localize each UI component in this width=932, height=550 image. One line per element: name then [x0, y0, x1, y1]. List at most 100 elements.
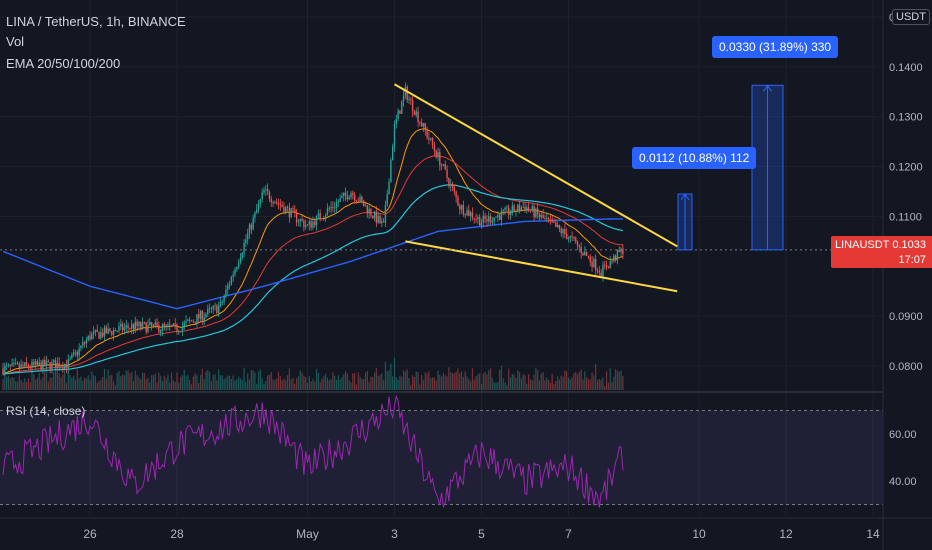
- volume-bar: [399, 375, 401, 390]
- volume-bar: [227, 375, 229, 390]
- candle: [76, 349, 79, 362]
- candle: [451, 181, 454, 192]
- candle: [475, 213, 477, 223]
- candle: [587, 255, 590, 260]
- candle: [42, 358, 44, 374]
- candle-body: [435, 150, 437, 158]
- candle: [364, 201, 367, 207]
- candle-body: [359, 196, 361, 202]
- candle: [127, 322, 129, 334]
- candle-body: [538, 213, 541, 218]
- volume-bar: [564, 370, 566, 390]
- candle: [236, 266, 238, 273]
- candle-body: [328, 208, 330, 210]
- candle-body: [571, 236, 573, 238]
- currency-label[interactable]: USDT: [892, 9, 930, 25]
- candle-body: [152, 324, 155, 326]
- volume-bar: [453, 373, 455, 390]
- candle-body: [123, 327, 126, 331]
- volume-bar: [279, 376, 281, 390]
- candle: [526, 204, 528, 214]
- volume-bar: [314, 381, 316, 390]
- candle: [393, 120, 396, 152]
- volume-bar: [189, 380, 191, 390]
- target-label-2[interactable]: 0.0330 (31.89%) 330: [712, 36, 839, 58]
- volume-bar: [557, 376, 559, 390]
- candle: [205, 312, 207, 319]
- candle-body: [442, 164, 445, 166]
- volume-bar: [56, 369, 58, 390]
- volume-bar: [62, 374, 64, 390]
- candle-body: [585, 251, 588, 256]
- candle-body: [221, 301, 224, 303]
- candle: [531, 203, 533, 213]
- volume-bar: [64, 369, 66, 390]
- volume-bar: [7, 375, 10, 390]
- candle-body: [92, 331, 95, 334]
- volume-bar: [412, 375, 414, 390]
- volume-bar: [455, 371, 457, 390]
- volume-bar: [285, 380, 287, 390]
- candle-body: [60, 366, 62, 368]
- volume-bar: [315, 369, 318, 390]
- candle-body: [451, 183, 454, 188]
- volume-bar: [553, 383, 555, 390]
- candle-body: [419, 122, 421, 123]
- candle-body: [274, 202, 276, 204]
- volume-bar: [605, 371, 608, 390]
- rsi-legend[interactable]: RSI (14, close): [6, 404, 86, 418]
- target-label-1[interactable]: 0.0112 (10.88%) 112: [632, 147, 757, 169]
- candle-body: [393, 123, 396, 147]
- volume-bar: [384, 361, 387, 390]
- volume-bar: [18, 375, 20, 390]
- volume-bar: [518, 372, 521, 390]
- candle: [194, 321, 196, 324]
- candle-body: [326, 208, 329, 215]
- candle: [457, 194, 459, 207]
- volume-legend[interactable]: Vol: [6, 34, 25, 49]
- candle-body: [453, 187, 456, 192]
- candle: [569, 235, 572, 243]
- candle-body: [250, 224, 253, 230]
- volume-bar: [190, 384, 193, 390]
- candle-body: [591, 261, 593, 267]
- candle: [315, 215, 318, 231]
- volume-bar: [15, 381, 17, 390]
- candle-body: [71, 354, 73, 359]
- candle: [256, 204, 258, 215]
- volume-bar: [116, 372, 118, 390]
- volume-bar: [27, 378, 29, 390]
- volume-bar: [252, 370, 254, 390]
- candle-body: [219, 302, 222, 307]
- candle: [219, 297, 222, 308]
- rsi-tick-label: 60.00: [889, 429, 917, 441]
- volume-bar: [20, 379, 22, 390]
- candle-body: [51, 362, 53, 370]
- volume-bar: [401, 376, 403, 390]
- candle: [299, 218, 301, 228]
- candle-body: [542, 215, 544, 219]
- candle-body: [594, 258, 597, 271]
- volume-bar: [80, 376, 82, 390]
- volume-bar: [247, 373, 249, 390]
- volume-bar: [169, 382, 171, 390]
- ema-legend[interactable]: EMA 20/50/100/200: [6, 56, 121, 71]
- volume-bar: [544, 379, 546, 390]
- candle-body: [194, 321, 196, 324]
- volume-bar: [288, 368, 290, 390]
- candle-body: [553, 222, 555, 224]
- candle-body: [498, 215, 501, 221]
- candle: [444, 160, 446, 171]
- candle-body: [165, 324, 167, 326]
- candle: [275, 198, 278, 206]
- candle: [259, 198, 262, 208]
- candle: [560, 226, 562, 237]
- volume-bar: [475, 375, 477, 390]
- candle-body: [11, 363, 13, 366]
- candle-body: [217, 306, 220, 314]
- volume-bar: [290, 379, 292, 390]
- volume-bar: [2, 379, 4, 390]
- volume-bar: [489, 368, 492, 390]
